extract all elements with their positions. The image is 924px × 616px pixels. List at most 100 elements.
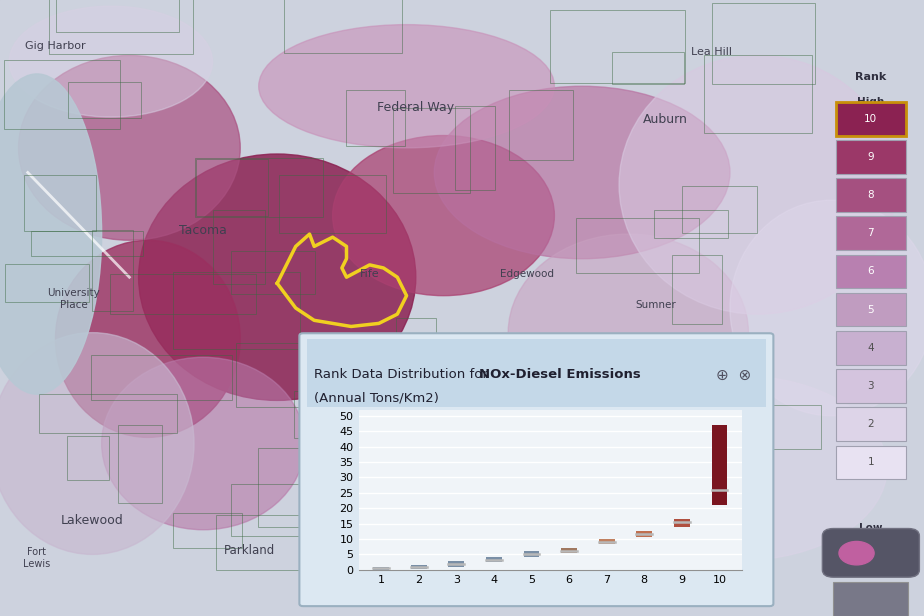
Ellipse shape <box>360 333 656 554</box>
Ellipse shape <box>18 55 240 240</box>
Text: Fort
Lewis: Fort Lewis <box>23 547 51 569</box>
Text: Auburn: Auburn <box>643 113 687 126</box>
Ellipse shape <box>434 86 730 259</box>
Ellipse shape <box>9 6 213 117</box>
Bar <box>5 60 119 129</box>
Ellipse shape <box>730 200 924 416</box>
Bar <box>236 343 354 407</box>
Bar <box>836 254 906 288</box>
Circle shape <box>839 541 874 565</box>
Bar <box>682 187 757 233</box>
Bar <box>599 539 614 543</box>
Bar <box>56 0 179 32</box>
Bar <box>637 531 652 537</box>
Text: 3: 3 <box>868 381 874 391</box>
Bar <box>196 158 323 217</box>
Bar <box>414 414 559 487</box>
Text: ⊕  ⊗: ⊕ ⊗ <box>716 368 751 383</box>
Bar <box>284 0 402 52</box>
Text: 5: 5 <box>868 305 874 315</box>
Bar <box>673 255 723 324</box>
Bar <box>704 55 811 134</box>
Bar <box>836 140 906 174</box>
Bar <box>486 557 502 562</box>
Ellipse shape <box>333 136 554 296</box>
Text: 9: 9 <box>868 152 874 162</box>
Bar <box>833 582 908 616</box>
Bar <box>30 231 143 256</box>
Bar <box>110 274 256 314</box>
Bar <box>711 3 815 84</box>
Bar <box>836 216 906 250</box>
Text: Tacoma: Tacoma <box>179 224 227 237</box>
Bar <box>279 176 386 233</box>
Bar <box>24 175 95 231</box>
Bar <box>91 355 232 400</box>
Text: Low: Low <box>859 523 882 533</box>
Bar <box>561 548 577 553</box>
Bar <box>213 209 265 284</box>
Text: 6: 6 <box>868 267 874 277</box>
Text: Sumner: Sumner <box>636 300 676 310</box>
Bar <box>388 428 496 463</box>
Ellipse shape <box>55 240 240 437</box>
Bar <box>836 293 906 326</box>
Text: 10: 10 <box>864 114 878 124</box>
Bar <box>173 272 300 349</box>
Ellipse shape <box>259 25 554 148</box>
Text: Gig Harbor: Gig Harbor <box>25 41 86 51</box>
Bar <box>836 445 906 479</box>
Bar <box>577 218 699 274</box>
Text: 4: 4 <box>868 343 874 353</box>
Bar <box>39 394 176 434</box>
Bar <box>393 108 470 193</box>
Bar <box>612 52 684 84</box>
Bar <box>654 209 727 238</box>
Bar <box>411 565 427 569</box>
Bar <box>259 448 398 527</box>
Ellipse shape <box>0 74 102 394</box>
Bar <box>196 159 268 216</box>
Text: Parkland: Parkland <box>224 545 275 557</box>
Bar <box>216 515 321 570</box>
Text: Rank Data Distribution for: Rank Data Distribution for <box>314 368 492 381</box>
Bar <box>674 519 689 527</box>
Text: Lea Hill: Lea Hill <box>691 47 732 57</box>
Bar <box>836 178 906 212</box>
Bar <box>464 465 533 513</box>
Text: Waller: Waller <box>371 362 405 371</box>
Bar <box>449 530 553 565</box>
Ellipse shape <box>0 333 194 554</box>
Text: 8: 8 <box>868 190 874 200</box>
Bar <box>49 0 193 54</box>
Ellipse shape <box>619 55 896 314</box>
Text: Fife: Fife <box>359 269 380 279</box>
Bar <box>118 425 162 503</box>
Bar <box>524 551 540 557</box>
Bar <box>836 407 906 441</box>
Bar <box>836 369 906 403</box>
Bar <box>550 10 686 83</box>
Text: Federal Way: Federal Way <box>377 101 455 114</box>
Bar <box>456 106 494 190</box>
Bar <box>711 425 727 505</box>
Ellipse shape <box>508 234 748 431</box>
Text: Lakewood: Lakewood <box>61 514 124 527</box>
Text: (Annual Tons/Km2): (Annual Tons/Km2) <box>314 391 439 404</box>
Bar <box>67 436 109 480</box>
Bar <box>92 230 133 310</box>
Text: NOx-Diesel Emissions: NOx-Diesel Emissions <box>479 368 640 381</box>
Ellipse shape <box>139 154 416 400</box>
Bar <box>346 90 405 147</box>
Text: 1: 1 <box>868 458 874 468</box>
Bar <box>401 375 448 454</box>
Bar <box>230 251 315 294</box>
Bar <box>584 517 661 549</box>
Bar <box>687 379 770 450</box>
Text: Puyallup: Puyallup <box>511 378 561 391</box>
Text: High: High <box>857 97 884 107</box>
Text: University
Place: University Place <box>47 288 101 310</box>
Bar <box>609 428 745 485</box>
Bar <box>68 82 141 118</box>
Text: Rank: Rank <box>856 72 886 82</box>
